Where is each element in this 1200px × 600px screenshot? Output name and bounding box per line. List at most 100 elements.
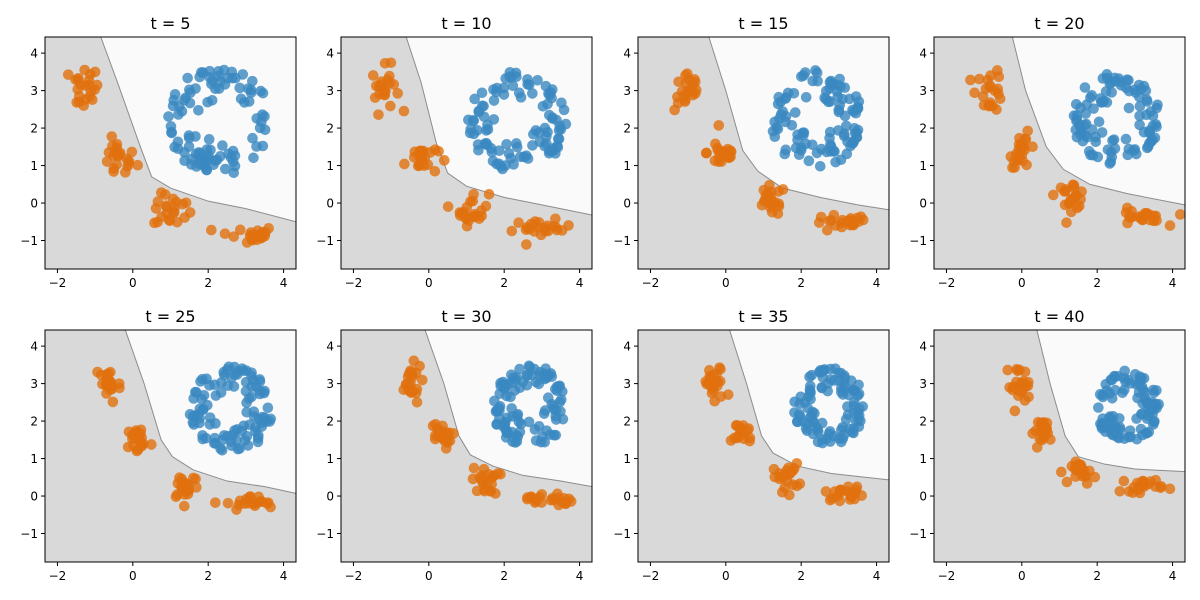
- y-tick-label: 3: [919, 84, 927, 98]
- data-point: [511, 410, 523, 422]
- data-point: [190, 83, 201, 94]
- data-point: [993, 71, 1005, 83]
- data-point: [494, 388, 506, 399]
- data-point: [414, 160, 425, 171]
- data-point: [1128, 145, 1139, 156]
- data-point: [225, 436, 237, 448]
- data-point: [547, 112, 558, 124]
- data-point: [829, 146, 840, 157]
- data-point: [532, 75, 543, 86]
- data-point: [1115, 76, 1126, 88]
- x-tick-label: 0: [722, 569, 730, 583]
- scatter-points: [700, 362, 869, 507]
- data-point: [201, 144, 213, 155]
- data-point: [1071, 131, 1083, 143]
- x-tick-label: 0: [1018, 569, 1026, 583]
- y-tick-label: 4: [326, 340, 334, 354]
- x-tick-label: −2: [642, 276, 660, 290]
- data-point: [1123, 102, 1135, 114]
- data-point: [969, 87, 980, 99]
- data-point: [812, 426, 824, 437]
- axes-frame: [44, 329, 297, 563]
- data-point: [202, 96, 213, 108]
- y-tick-label: 0: [623, 490, 631, 504]
- data-point: [405, 365, 416, 376]
- subplot-title: t = 25: [145, 307, 195, 326]
- data-point: [200, 432, 212, 444]
- subplot-6: −2 0 2 4 −1 0 1 2 3 4 t = 30: [316, 307, 593, 583]
- decision-boundary: [708, 37, 889, 211]
- data-point: [208, 159, 219, 171]
- data-point: [839, 110, 851, 122]
- data-point: [511, 71, 522, 83]
- y-tick-label: −1: [909, 527, 927, 541]
- data-point: [79, 64, 90, 76]
- data-point: [494, 405, 505, 417]
- axes-frame: [340, 36, 593, 270]
- y-tick-label: 3: [30, 377, 38, 391]
- y-tick-label: 1: [623, 159, 631, 173]
- data-point: [507, 80, 519, 92]
- data-point: [238, 365, 249, 377]
- data-point: [713, 120, 725, 131]
- data-point: [1081, 478, 1093, 489]
- data-point: [214, 151, 226, 162]
- data-point: [777, 184, 789, 195]
- data-point: [539, 436, 550, 448]
- data-point: [231, 504, 242, 515]
- data-point: [825, 374, 837, 385]
- data-point: [182, 72, 193, 84]
- data-point: [1151, 385, 1162, 396]
- x-tick-label: 4: [1169, 569, 1177, 583]
- data-point: [1066, 460, 1078, 472]
- data-point: [533, 378, 545, 390]
- data-point: [802, 402, 814, 414]
- data-point: [824, 132, 835, 144]
- y-tick-label: 4: [326, 47, 334, 61]
- data-point: [977, 91, 989, 102]
- data-point: [210, 390, 222, 401]
- data-point: [780, 144, 792, 156]
- y-tick-label: 3: [623, 377, 631, 391]
- data-point: [190, 386, 201, 398]
- data-point: [974, 73, 985, 85]
- y-tick-label: 0: [30, 197, 38, 211]
- data-point: [461, 201, 473, 213]
- data-point: [816, 143, 827, 155]
- data-point: [126, 146, 138, 158]
- subplot-title: t = 15: [738, 14, 788, 33]
- data-point: [832, 79, 844, 91]
- data-point: [483, 188, 495, 200]
- data-point: [107, 396, 119, 408]
- data-point: [1137, 475, 1148, 487]
- data-point: [1126, 205, 1137, 217]
- data-point: [1060, 184, 1072, 195]
- data-point: [850, 415, 862, 427]
- data-point: [777, 106, 789, 117]
- y-tick-label: 0: [326, 490, 334, 504]
- data-point: [405, 377, 416, 389]
- data-point: [1075, 102, 1086, 114]
- data-point: [167, 100, 179, 112]
- data-point: [985, 70, 996, 81]
- data-point: [853, 96, 865, 107]
- data-point: [152, 196, 164, 207]
- data-point: [1142, 96, 1153, 107]
- data-point: [738, 428, 750, 440]
- data-point: [1002, 364, 1013, 376]
- data-point: [852, 407, 864, 418]
- data-point: [478, 100, 489, 112]
- y-tick-label: 3: [326, 84, 334, 98]
- scatter-points: [1002, 364, 1176, 499]
- data-point: [523, 416, 535, 428]
- x-tick-label: −2: [938, 276, 956, 290]
- data-point: [1061, 476, 1073, 488]
- data-point: [176, 105, 188, 117]
- data-point: [471, 485, 483, 497]
- x-tick-label: 2: [797, 276, 805, 290]
- data-point: [169, 89, 181, 100]
- scatter-points: [965, 65, 1185, 231]
- data-point: [482, 476, 494, 487]
- data-point: [1134, 119, 1145, 131]
